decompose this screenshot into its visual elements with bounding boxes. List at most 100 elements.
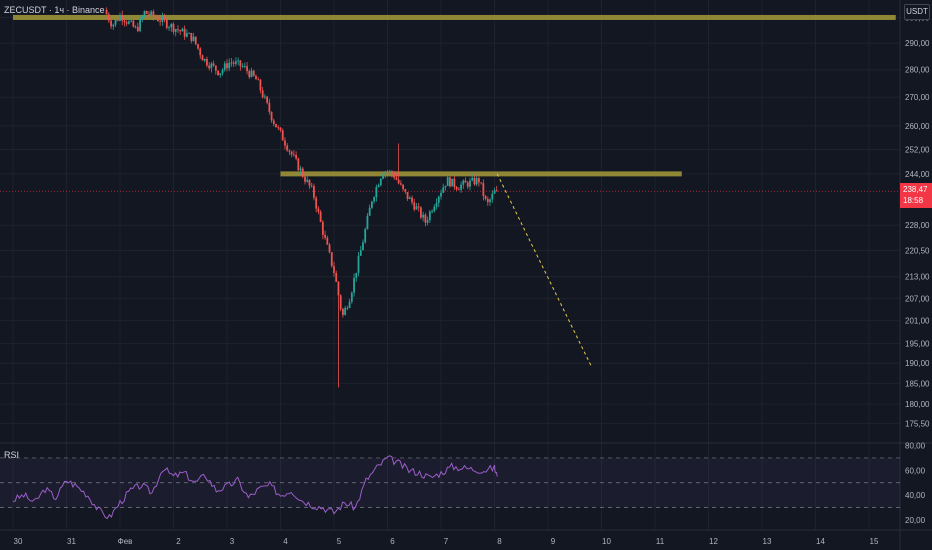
candle-body: [150, 11, 153, 16]
candle-body: [290, 151, 293, 155]
time-tick-label: 11: [656, 537, 665, 546]
candle-body: [306, 179, 309, 182]
candle-body: [299, 168, 302, 171]
candle-body: [466, 182, 469, 187]
candle-body: [464, 180, 467, 183]
candle-body: [393, 173, 396, 178]
candle-body: [493, 190, 496, 194]
candle-body: [382, 174, 384, 179]
candle-body: [346, 307, 349, 309]
projection-line[interactable]: [496, 173, 592, 366]
candle-body: [181, 28, 184, 32]
candle-body: [228, 62, 231, 69]
horizontal-levels[interactable]: [13, 14, 896, 177]
candle-body: [404, 189, 407, 192]
candle-body: [163, 16, 166, 21]
candle-body: [203, 58, 206, 61]
rsi-line: [12, 455, 498, 520]
candle-body: [116, 19, 119, 21]
price-tick-label: 190,00: [905, 359, 930, 368]
currency-badge[interactable]: USDT: [904, 4, 930, 20]
candle-body: [252, 70, 255, 76]
time-axis[interactable]: 30 31 Фев 2 3 4 5 6 7 8 9 10 11 12 13 14 15: [14, 537, 879, 546]
candle-body: [317, 208, 320, 212]
candle-body: [370, 201, 373, 208]
candle-body: [112, 24, 115, 27]
candle-body: [462, 180, 465, 185]
candle-body: [217, 70, 219, 76]
candle-body: [177, 29, 179, 31]
candle-body: [411, 197, 413, 203]
candle-body: [449, 177, 451, 187]
candle-body: [422, 214, 425, 218]
time-tick-label: 12: [709, 537, 718, 546]
candle-body: [286, 145, 289, 151]
candle-body: [395, 177, 398, 180]
candle-body: [304, 176, 306, 182]
candle-body: [353, 277, 355, 293]
candle-body: [134, 26, 137, 28]
projection-path: [496, 173, 592, 366]
candle-body: [437, 196, 440, 203]
price-tick-label: 244,00: [905, 170, 930, 179]
candle-body: [484, 195, 487, 199]
candle-body: [408, 197, 411, 199]
price-tick-label: 260,00: [905, 122, 930, 131]
candle-body: [386, 172, 389, 174]
time-tick-label: 31: [67, 537, 76, 546]
candle-body: [406, 191, 409, 199]
symbol-title[interactable]: ZECUSDT · 1ч · Binance: [4, 5, 105, 15]
candle-body: [284, 140, 286, 146]
candle-body: [428, 211, 431, 221]
candle-body: [206, 58, 208, 66]
candle-body: [281, 130, 284, 141]
candle-body: [114, 19, 117, 25]
candle-body: [335, 273, 338, 282]
candle-body: [130, 20, 133, 22]
candle-body: [226, 63, 228, 69]
candle-body: [250, 70, 253, 77]
candle-body: [275, 123, 277, 128]
time-tick-label: 2: [176, 537, 181, 546]
candle-body: [355, 272, 358, 278]
candle-body: [313, 186, 315, 198]
price-tick-label: 180,00: [905, 400, 930, 409]
price-axis[interactable]: 300,00290,00280,00270,00260,00252,00244,…: [905, 13, 930, 428]
support-resistance-level: [13, 14, 896, 20]
rsi-axis[interactable]: 80,00 60,00 40,00 20,00: [905, 441, 926, 525]
candle-body: [297, 158, 300, 171]
candle-body: [188, 32, 191, 34]
candle-body: [152, 11, 155, 17]
rsi-pane: [0, 455, 900, 520]
time-tick-label: 6: [390, 537, 395, 546]
candle-body: [257, 79, 260, 81]
rsi-tick-label: 60,00: [905, 466, 926, 475]
candle-body: [132, 20, 135, 27]
candle-body: [136, 26, 139, 32]
price-tick-label: 270,00: [905, 93, 930, 102]
candle-body: [475, 178, 478, 185]
time-tick-label: 8: [497, 537, 502, 546]
candle-body: [480, 182, 483, 184]
price-tick-label: 290,00: [905, 39, 930, 48]
candle-body: [243, 66, 246, 67]
candle-body: [350, 292, 353, 302]
candle-body: [246, 66, 248, 72]
candle-body: [235, 61, 237, 64]
candle-body: [179, 30, 182, 32]
candle-body: [223, 63, 226, 70]
candlestick-series: [105, 7, 498, 388]
rsi-label[interactable]: RSI: [4, 450, 20, 460]
price-tick-label: 185,00: [905, 379, 930, 388]
candle-body: [315, 197, 318, 209]
support-resistance-level: [280, 171, 682, 177]
candle-body: [328, 244, 331, 253]
time-tick-label: 9: [551, 537, 556, 546]
price-tick-label: 252,00: [905, 145, 930, 154]
price-tick-label: 175,50: [905, 419, 930, 428]
bar-countdown: 18:58: [903, 196, 924, 206]
candle-body: [268, 102, 271, 112]
candle-body: [330, 252, 333, 267]
candle-body: [310, 185, 313, 187]
